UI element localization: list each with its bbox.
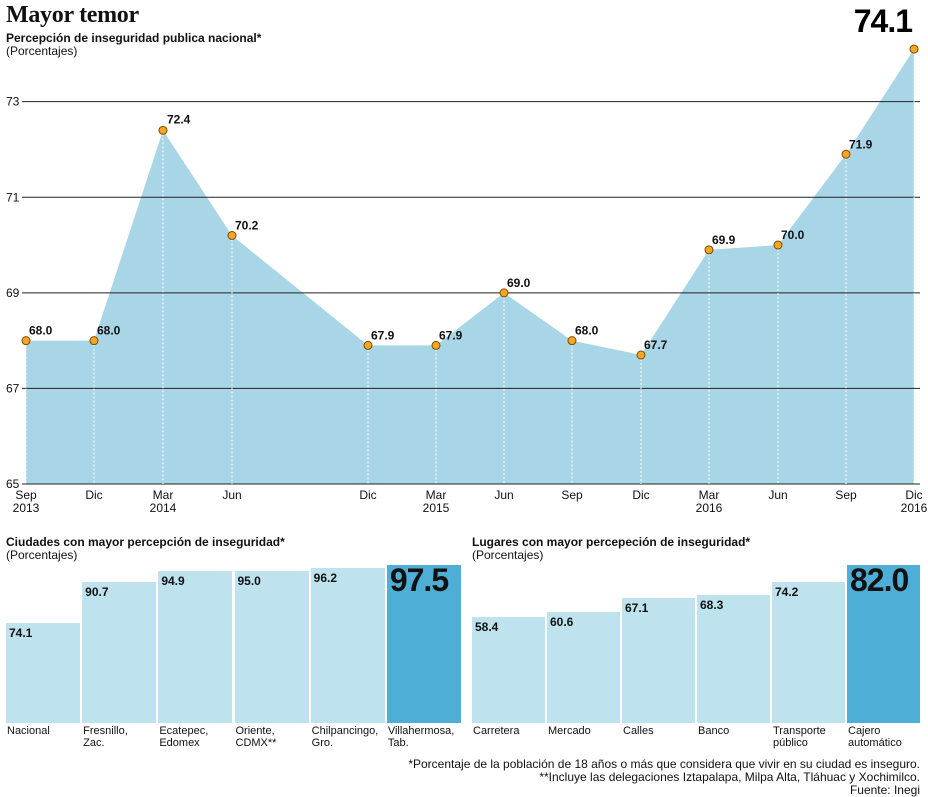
data-label: 69.0 <box>507 276 531 290</box>
bar-category-label: Cajero automático <box>848 725 902 749</box>
places-bar-chart: 58.4 Carretera 60.6 Mercado 67.1 Calles 68.3 Ba… <box>472 562 920 749</box>
data-point <box>773 240 783 250</box>
page-title: Mayor temor <box>6 2 139 28</box>
cities-chart-title: Ciudades con mayor percepción de insegur… <box>6 535 285 549</box>
bar-value-label: 68.3 <box>700 598 724 613</box>
x-tick-label: Mar <box>426 488 447 502</box>
x-tick-label: Sep <box>561 488 583 502</box>
bar: 60.6 <box>547 611 620 723</box>
y-tick-label: 69 <box>6 286 20 300</box>
data-point <box>227 230 237 240</box>
places-chart-unit: (Porcentajes) <box>472 548 544 562</box>
x-tick-year-label: 2014 <box>150 501 177 515</box>
bar-category-label: Fresnillo, Zac. <box>83 725 128 749</box>
data-point <box>158 125 168 135</box>
bar: 90.7 <box>82 581 157 723</box>
data-point <box>89 336 99 346</box>
data-label: 67.9 <box>371 328 395 342</box>
bar-value-label: 82.0 <box>850 562 909 598</box>
bar-category-label: Banco <box>698 725 730 737</box>
x-tick-label: Dic <box>632 488 649 502</box>
x-tick-year-label: 2016 <box>696 501 723 515</box>
bar: 74.2 <box>772 582 845 723</box>
bar-category-label: Carretera <box>473 725 520 737</box>
bar: 97.5 <box>386 562 461 723</box>
cities-bar-chart: 74.1 Nacional 90.7 Fresnillo, Zac. 94.9 Ecate… <box>6 562 461 749</box>
y-tick-label: 73 <box>6 95 20 109</box>
data-label: 68.0 <box>97 324 121 338</box>
data-point <box>909 44 919 54</box>
bar-value-label: 96.2 <box>313 571 338 586</box>
data-label: 70.0 <box>781 228 805 242</box>
x-tick-label: Dic <box>85 488 102 502</box>
data-label: 68.0 <box>575 324 599 338</box>
bar-category-label: Calles <box>623 725 654 737</box>
x-tick-year-label: 2015 <box>423 501 450 515</box>
cities-chart-unit: (Porcentajes) <box>6 548 78 562</box>
data-point <box>431 340 441 350</box>
bar-category-label: Ecatepec, Edomex <box>159 725 209 749</box>
data-point <box>841 149 851 159</box>
footnote-source: Fuente: Inegi <box>849 783 920 797</box>
bar: 95.0 <box>234 571 309 723</box>
x-tick-label: Dic <box>905 488 922 502</box>
bar: 74.1 <box>6 623 81 723</box>
x-tick-label: Jun <box>494 488 513 502</box>
bar-value-label: 74.1 <box>9 626 33 641</box>
bar-category-label: Transporte público <box>773 725 826 749</box>
bar-category-label: Villahermosa, Tab. <box>387 725 455 749</box>
data-point <box>363 340 373 350</box>
bar-value-label: 60.6 <box>550 614 574 629</box>
x-tick-label: Sep <box>15 488 37 502</box>
bar: 68.3 <box>697 595 770 723</box>
bar-category-label: Mercado <box>548 725 591 737</box>
footnote-1: *Porcentaje de la población de 18 años o… <box>408 757 920 771</box>
data-point <box>567 336 577 346</box>
bar-value-label: 67.1 <box>625 600 649 615</box>
y-tick-label: 67 <box>6 381 20 395</box>
bar-value-label: 74.2 <box>775 585 799 600</box>
data-label: 69.9 <box>712 233 736 247</box>
x-tick-label: Jun <box>768 488 787 502</box>
bar: 58.4 <box>472 616 545 723</box>
bar-value-label: 95.0 <box>237 574 261 589</box>
data-label: 67.7 <box>644 338 668 352</box>
footnote-2: **Incluye las delegaciones Iztapalapa, M… <box>539 770 920 784</box>
places-chart-title: Lugares con mayor percepeción de insegur… <box>472 535 751 549</box>
data-label: 68.0 <box>29 324 53 338</box>
x-tick-label: Mar <box>699 488 720 502</box>
x-tick-label: Dic <box>359 488 376 502</box>
data-label: 71.9 <box>849 137 873 151</box>
bar-value-label: 94.9 <box>161 574 185 589</box>
y-tick-label: 71 <box>6 190 20 204</box>
data-label: 67.9 <box>439 328 463 342</box>
data-label-highlight: 74.1 <box>854 3 912 39</box>
bar-value-label: 90.7 <box>85 584 109 599</box>
bar: 96.2 <box>310 568 385 723</box>
data-point <box>636 350 646 360</box>
x-tick-year-label: 2013 <box>13 501 40 515</box>
data-label: 70.2 <box>235 218 259 232</box>
bar: 67.1 <box>622 597 695 723</box>
bar-value-label: 58.4 <box>475 619 499 634</box>
bar: 94.9 <box>158 571 233 723</box>
bar-category-label: Nacional <box>7 725 50 737</box>
chart-unit: (Porcentajes) <box>6 44 78 58</box>
chart-subtitle: Percepción de inseguridad publica nacion… <box>6 31 262 45</box>
data-point <box>704 245 714 255</box>
x-tick-year-label: 2016 <box>901 501 928 515</box>
x-tick-label: Sep <box>835 488 857 502</box>
bar-value-label: 97.5 <box>389 562 449 598</box>
y-tick-label: 65 <box>6 477 20 491</box>
x-tick-label: Mar <box>153 488 174 502</box>
bar: 82.0 <box>847 562 920 723</box>
x-tick-label: Jun <box>222 488 241 502</box>
data-label: 72.4 <box>167 112 191 126</box>
data-point <box>499 288 509 298</box>
bar-category-label: Oriente, CDMX** <box>235 725 277 749</box>
bar-category-label: Chilpancingo, Gro. <box>311 725 379 749</box>
data-point <box>21 336 31 346</box>
area-fill <box>26 49 914 485</box>
